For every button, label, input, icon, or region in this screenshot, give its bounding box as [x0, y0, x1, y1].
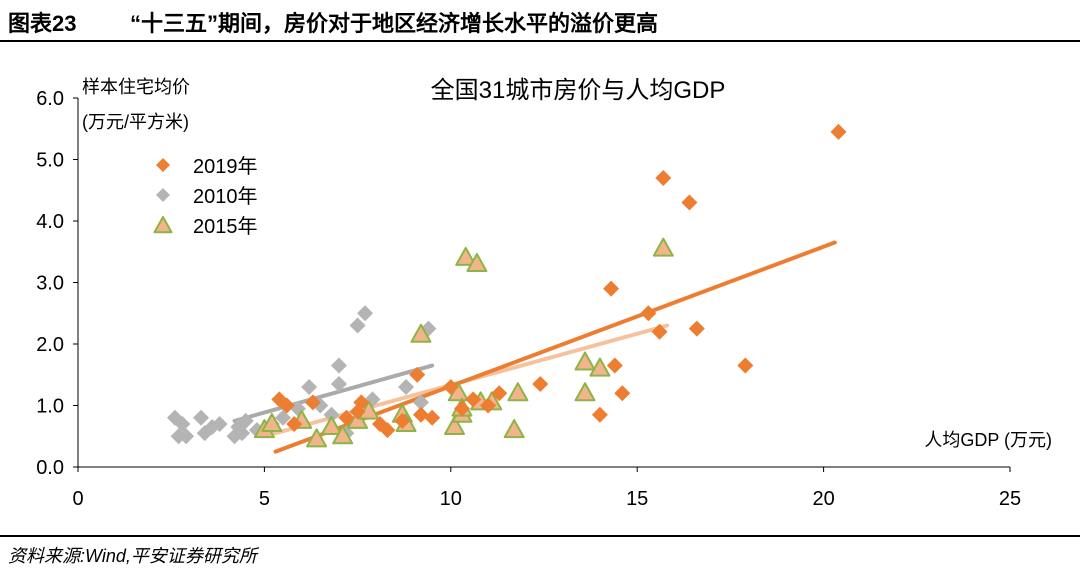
- y-tick-label: 1.0: [36, 396, 64, 418]
- point-2015: [503, 419, 525, 439]
- point-2019: [606, 357, 623, 374]
- point-2010: [398, 379, 415, 396]
- point-2019: [480, 397, 497, 414]
- figure-title: “十三五”期间，房价对于地区经济增长水平的溢价更高: [130, 11, 659, 36]
- point-2010: [357, 305, 374, 322]
- point-2015: [589, 357, 611, 377]
- source-note: 资料来源:Wind,平安证券研究所: [8, 546, 257, 566]
- point-2019: [338, 409, 355, 426]
- point-2010: [412, 394, 429, 411]
- point-2010: [323, 406, 340, 423]
- point-2019: [286, 415, 303, 432]
- legend-label-2015: 2015年: [193, 215, 258, 238]
- point-2019: [532, 375, 549, 392]
- y-axis-label-line2: (万元/平方米): [82, 112, 189, 132]
- chart-legend: 2019年 2010年 2015年: [153, 155, 258, 238]
- point-2010: [174, 415, 191, 432]
- point-2019: [442, 379, 459, 396]
- point-2019: [491, 385, 508, 402]
- y-tick-label: 4.0: [36, 211, 64, 233]
- legend-marker-2010: [156, 188, 170, 202]
- y-axis-label-line1: 样本住宅均价: [82, 77, 190, 97]
- legend-marker-2015: [153, 216, 173, 234]
- point-2019: [651, 323, 668, 340]
- point-2010: [275, 409, 292, 426]
- point-2010: [330, 357, 347, 374]
- point-2015: [444, 416, 466, 436]
- point-2015: [306, 428, 328, 448]
- x-tick-label: 20: [812, 488, 834, 510]
- x-tick-label: 5: [259, 488, 270, 510]
- point-2010: [234, 425, 251, 442]
- point-2010: [349, 317, 366, 334]
- point-2019: [614, 385, 631, 402]
- point-2015: [652, 237, 674, 257]
- point-2019: [424, 409, 441, 426]
- trendlines: [232, 240, 837, 454]
- point-2019: [353, 394, 370, 411]
- point-2019: [465, 391, 482, 408]
- legend-label-2010: 2010年: [193, 185, 258, 208]
- point-2019: [591, 406, 608, 423]
- figure-label: 图表23: [8, 11, 77, 36]
- point-2019: [830, 123, 847, 140]
- point-2019: [640, 305, 657, 322]
- point-2010: [237, 412, 254, 429]
- x-tick-label: 15: [626, 488, 648, 510]
- point-2015: [261, 412, 283, 432]
- chart-title: 全国31城市房价与人均GDP: [431, 77, 726, 104]
- trendline-2010: [232, 363, 435, 423]
- x-tick-label: 10: [440, 488, 462, 510]
- chart-labels: 全国31城市房价与人均GDP 样本住宅均价 (万元/平方米) 人均GDP (万元): [82, 77, 1052, 450]
- footer-rule: [0, 535, 1080, 537]
- point-2019: [394, 412, 411, 429]
- point-2019: [603, 280, 620, 297]
- y-tick-label: 3.0: [36, 273, 64, 295]
- header-rule: [0, 40, 1080, 42]
- point-2019: [304, 394, 321, 411]
- legend-label-2019: 2019年: [193, 155, 258, 178]
- point-2015: [574, 351, 596, 371]
- point-2019: [737, 357, 754, 374]
- point-2015: [455, 246, 477, 266]
- figure-header: 图表23 “十三五”期间，房价对于地区经济增长水平的溢价更高: [0, 0, 1080, 40]
- point-2015: [466, 253, 488, 273]
- x-tick-label: 25: [999, 488, 1021, 510]
- y-tick-label: 0.0: [36, 457, 64, 479]
- point-2010: [193, 409, 210, 426]
- legend-marker-2019: [156, 158, 170, 172]
- point-2019: [412, 406, 429, 423]
- x-tick-label: 0: [72, 488, 83, 510]
- point-2010: [211, 415, 228, 432]
- data-marks: [166, 123, 847, 448]
- point-2010: [178, 428, 195, 445]
- point-2019: [409, 366, 426, 383]
- point-2015: [332, 425, 354, 445]
- point-2019: [278, 397, 295, 414]
- point-2019: [655, 169, 672, 186]
- y-tick-label: 6.0: [36, 88, 64, 110]
- point-2015: [574, 382, 596, 402]
- chart-axes: 0.0 1.0 2.0 3.0 4.0 5.0 6.0 0 5 10 15 20 25: [36, 88, 1021, 510]
- y-tick-label: 5.0: [36, 150, 64, 172]
- point-2010: [330, 375, 347, 392]
- point-2010: [301, 379, 318, 396]
- point-2015: [321, 416, 343, 436]
- point-2019: [688, 320, 705, 337]
- point-2019: [453, 400, 470, 417]
- y-tick-label: 2.0: [36, 334, 64, 356]
- point-2015: [410, 323, 432, 343]
- point-2015: [507, 382, 529, 402]
- point-2019: [379, 422, 396, 439]
- x-axis-label: 人均GDP (万元): [924, 430, 1052, 450]
- point-2019: [681, 194, 698, 211]
